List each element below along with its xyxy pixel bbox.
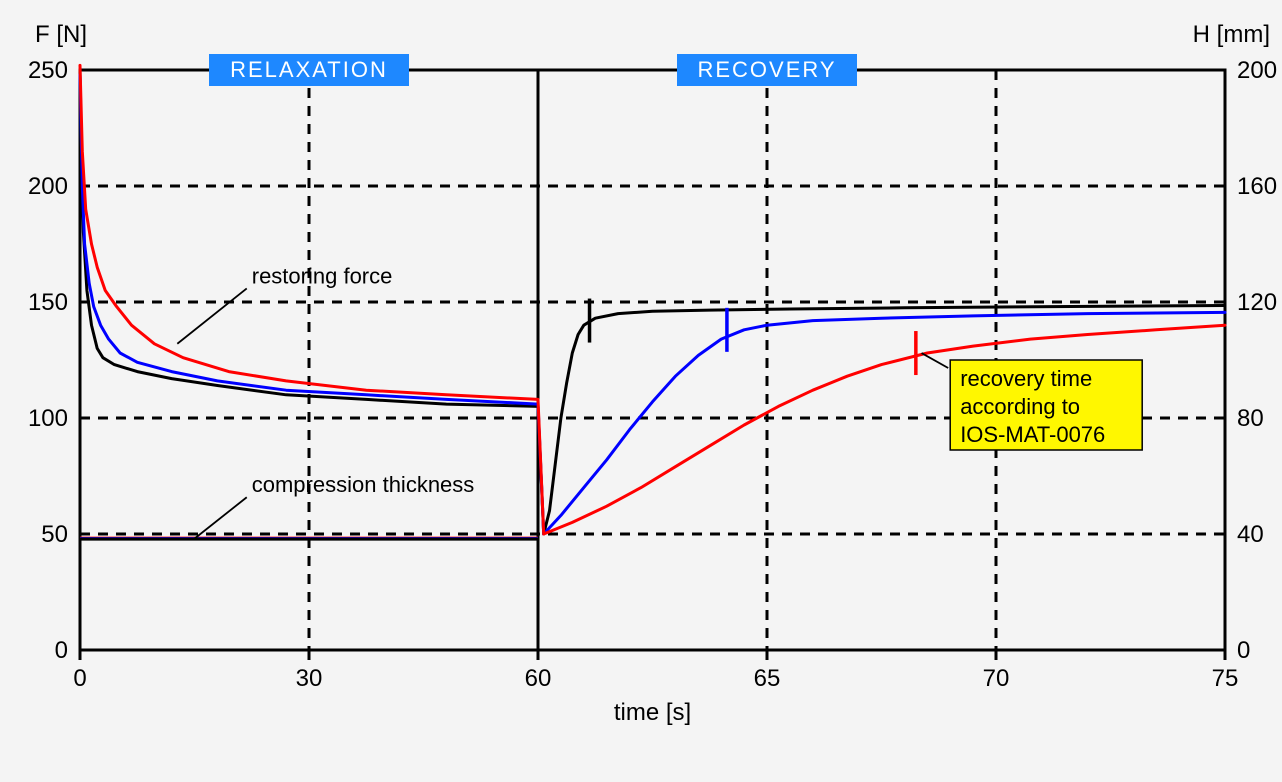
ytick-left: 150: [28, 289, 68, 316]
recovery-note-line: IOS-MAT-0076: [960, 422, 1105, 447]
chart-container: 0 50 100 150 200 250 0 40 80 120 160 200 0 30 60 65 70 75…: [0, 0, 1282, 782]
ytick-left: 100: [28, 405, 68, 432]
recovery-note-line: according to: [960, 394, 1080, 419]
phase-label-recovery: RECOVERY: [697, 57, 836, 82]
ytick-left: 200: [28, 173, 68, 200]
phase-label-relaxation: RELAXATION: [230, 57, 388, 82]
ytick-left: 250: [28, 57, 68, 84]
xtick-label: 65: [754, 665, 781, 692]
ytick-right: 120: [1237, 289, 1277, 316]
ytick-right: 200: [1237, 57, 1277, 84]
ytick-left: 50: [41, 521, 68, 548]
ytick-right: 40: [1237, 521, 1264, 548]
recovery-note-line: recovery time: [960, 366, 1092, 391]
xtick-label: 60: [525, 665, 552, 692]
y-right-title: H [mm]: [1193, 21, 1270, 48]
y-left-title: F [N]: [35, 21, 87, 48]
xtick-label: 70: [983, 665, 1010, 692]
chart-svg: 0 50 100 150 200 250 0 40 80 120 160 200 0 30 60 65 70 75…: [0, 0, 1282, 782]
ytick-right: 80: [1237, 405, 1264, 432]
x-title: time [s]: [614, 699, 691, 726]
restoring-force-label: restoring force: [252, 263, 393, 288]
xtick-label: 0: [73, 665, 86, 692]
ytick-right: 0: [1237, 637, 1250, 664]
xtick-label: 75: [1212, 665, 1239, 692]
compression-thickness-label: compression thickness: [252, 472, 475, 497]
ytick-right: 160: [1237, 173, 1277, 200]
xtick-label: 30: [296, 665, 323, 692]
ytick-left: 0: [55, 637, 68, 664]
